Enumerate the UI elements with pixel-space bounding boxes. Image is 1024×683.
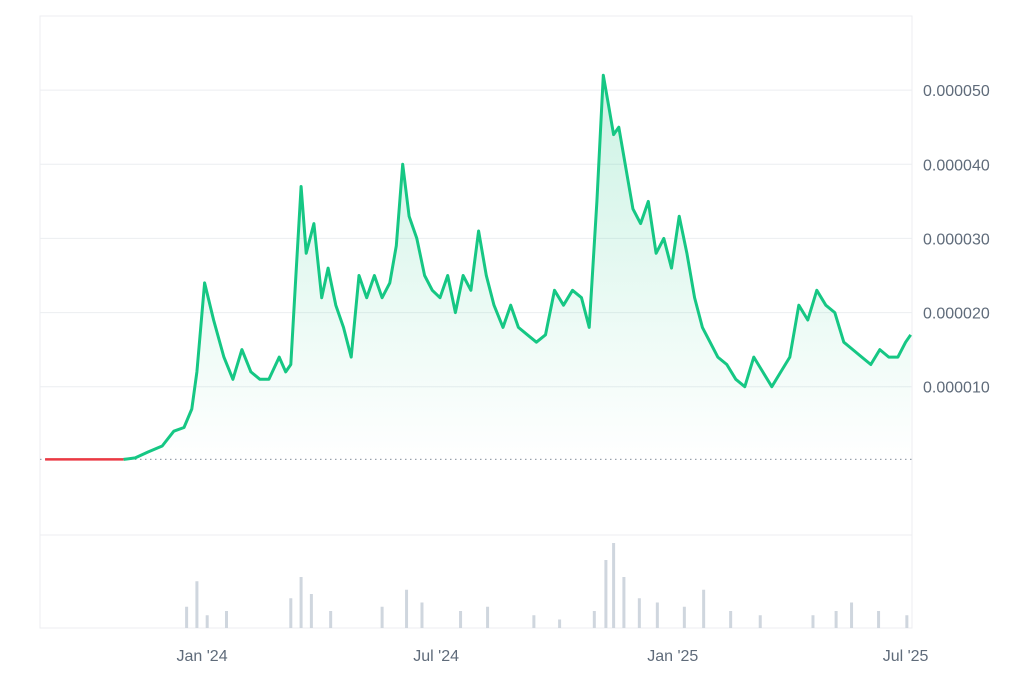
volume-bar [758,615,762,628]
volume-bar [486,606,490,628]
volume-bar [185,606,189,628]
x-axis-ticks: Jan '24 Jul '24 Jan '25 Jul '25 [177,648,929,665]
y-tick-label: 0.000030 [923,231,990,248]
x-tick-label: Jan '25 [647,648,698,665]
volume-bar [532,615,536,628]
volume-bar [622,577,626,628]
volume-bar [420,602,424,628]
volume-bar [224,611,228,628]
volume-bar [655,602,659,628]
plot-frame [39,15,913,629]
volume-bar [195,581,199,628]
volume-bar [850,602,854,628]
volume-bar [459,611,463,628]
y-tick-label: 0.000040 [923,157,990,174]
x-tick-label: Jan '24 [177,648,228,665]
volume-bar [299,577,303,628]
price-line-up [123,73,912,461]
volume-bar [702,589,706,628]
volume-bar [380,606,384,628]
volume-bar [637,598,641,628]
volume-bar [877,611,881,628]
volume-bar [612,543,616,628]
volume-bar [289,598,293,628]
volume-bar [558,619,562,628]
volume-bar [682,606,686,628]
volume-bar [604,560,608,628]
volume-bar [205,615,209,628]
volume-layer [185,543,909,628]
y-axis-ticks: 0.000010 0.000020 0.000030 0.000040 0.000050 [923,83,990,397]
y-tick-label: 0.000010 [923,380,990,397]
volume-bar [905,615,909,628]
x-tick-label: Jul '24 [413,648,459,665]
area-layer [45,75,911,460]
x-tick-label: Jul '25 [883,648,929,665]
volume-bar [592,611,596,628]
line-layer [45,73,912,461]
volume-bar [405,589,409,628]
y-tick-label: 0.000050 [923,83,990,100]
volume-bar [729,611,733,628]
y-tick-label: 0.000020 [923,306,990,323]
price-area [45,75,911,460]
volume-bar [309,594,313,628]
volume-bar [329,611,333,628]
volume-bar [811,615,815,628]
volume-bar [834,611,838,628]
